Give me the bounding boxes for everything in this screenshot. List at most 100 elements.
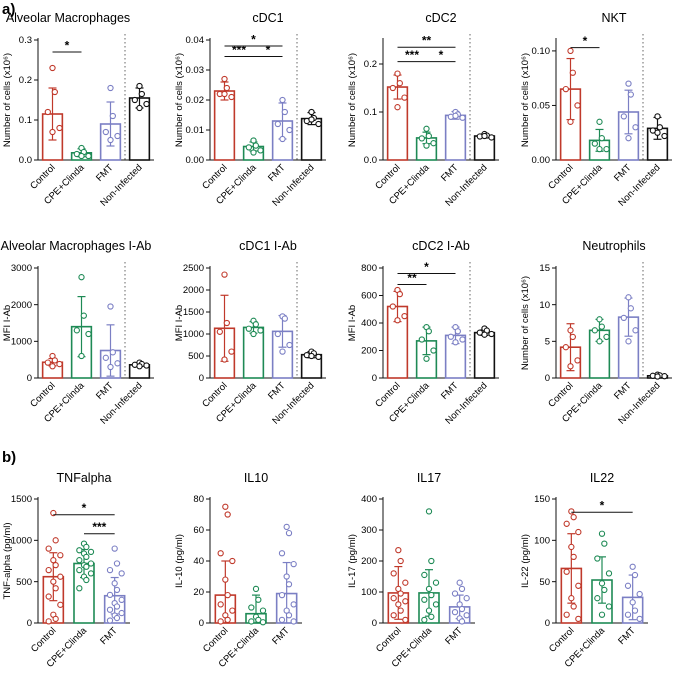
data-point: [113, 603, 121, 610]
x-tick-label: FMT: [266, 162, 288, 184]
data-point: [308, 108, 315, 116]
data-point: [50, 557, 57, 564]
data-point: [598, 135, 605, 142]
y-tick-label: 1500: [11, 494, 32, 505]
data-point: [397, 590, 404, 597]
data-point: [57, 552, 64, 559]
data-point: [221, 271, 228, 278]
data-point: [594, 595, 601, 602]
data-point: [83, 563, 90, 570]
data-point: [223, 84, 230, 92]
data-point: [136, 104, 143, 112]
chart-title: Alveolar Macrophages I-Ab: [1, 239, 152, 253]
data-point: [73, 327, 80, 334]
data-point: [278, 591, 286, 599]
data-point: [390, 612, 397, 619]
data-point: [45, 618, 52, 625]
data-point: [394, 104, 401, 111]
data-point: [78, 352, 85, 360]
bar: [213, 90, 236, 161]
data-point: [118, 596, 125, 604]
y-tick-label: 0: [199, 373, 204, 384]
data-point: [216, 328, 223, 335]
y-tick-label: 0: [372, 373, 377, 384]
chart-title: cDC2: [425, 11, 456, 25]
data-point: [102, 128, 109, 136]
data-point: [45, 593, 52, 600]
data-point: [596, 316, 603, 323]
data-point: [656, 124, 663, 131]
y-tick-label: 0.03: [186, 65, 205, 76]
data-point: [598, 323, 605, 330]
data-point: [627, 305, 634, 312]
data-point: [428, 591, 435, 599]
data-point: [569, 333, 576, 341]
data-point: [83, 553, 90, 561]
data-point: [488, 330, 495, 338]
data-point: [113, 586, 121, 594]
y-tick-label: 40: [193, 556, 204, 567]
data-point: [217, 601, 224, 608]
data-point: [106, 617, 114, 624]
data-point: [631, 607, 639, 614]
data-point: [250, 137, 257, 144]
data-point: [425, 585, 433, 593]
data-point: [425, 508, 433, 515]
panel-label-b: b): [2, 449, 16, 466]
chart-title: Neutrophils: [582, 239, 645, 253]
significance-label: *: [82, 501, 87, 515]
data-point: [248, 604, 255, 611]
data-point: [83, 576, 90, 584]
data-point: [57, 601, 64, 608]
data-point: [111, 545, 118, 552]
data-point: [51, 357, 58, 364]
data-point: [418, 336, 425, 343]
data-point: [102, 354, 109, 361]
data-point: [396, 290, 403, 298]
y-tick-label: 200: [361, 346, 377, 357]
data-point: [396, 80, 403, 87]
data-point: [458, 585, 466, 593]
data-point: [562, 344, 569, 351]
y-tick-label: 150: [534, 494, 550, 505]
significance-label: ***: [232, 43, 246, 57]
chart-title: NKT: [602, 11, 627, 25]
y-tick-label: 1000: [11, 536, 32, 547]
data-point: [625, 135, 632, 142]
data-point: [281, 315, 288, 322]
data-point: [624, 582, 632, 589]
data-point: [56, 360, 63, 368]
data-point: [217, 618, 224, 625]
data-point: [458, 618, 466, 625]
data-point: [629, 599, 636, 606]
data-point: [45, 545, 52, 552]
data-point: [87, 560, 95, 567]
data-point: [389, 303, 396, 310]
chart-title: IL17: [417, 471, 441, 485]
data-point: [285, 612, 293, 619]
data-point: [570, 514, 577, 521]
y-tick-label: 1000: [183, 329, 204, 340]
y-tick-label: 500: [188, 351, 204, 362]
bar: [444, 114, 467, 161]
data-point: [425, 132, 432, 140]
x-tick-label: FMT: [98, 625, 120, 647]
data-point: [290, 618, 297, 625]
x-tick-label: Control: [29, 625, 58, 654]
y-tick-label: 0.0: [364, 155, 377, 166]
data-point: [106, 591, 114, 599]
data-point: [454, 328, 461, 335]
data-point: [49, 128, 56, 136]
data-point: [627, 91, 634, 98]
data-point: [575, 615, 582, 623]
data-point: [394, 317, 401, 324]
data-point: [257, 327, 264, 334]
data-point: [421, 571, 428, 579]
data-point: [402, 616, 409, 624]
y-tick-label: 0.04: [186, 35, 205, 46]
data-point: [113, 614, 121, 622]
data-point: [575, 582, 582, 589]
data-point: [76, 585, 83, 592]
y-tick-label: 600: [361, 291, 377, 302]
data-point: [625, 294, 632, 301]
